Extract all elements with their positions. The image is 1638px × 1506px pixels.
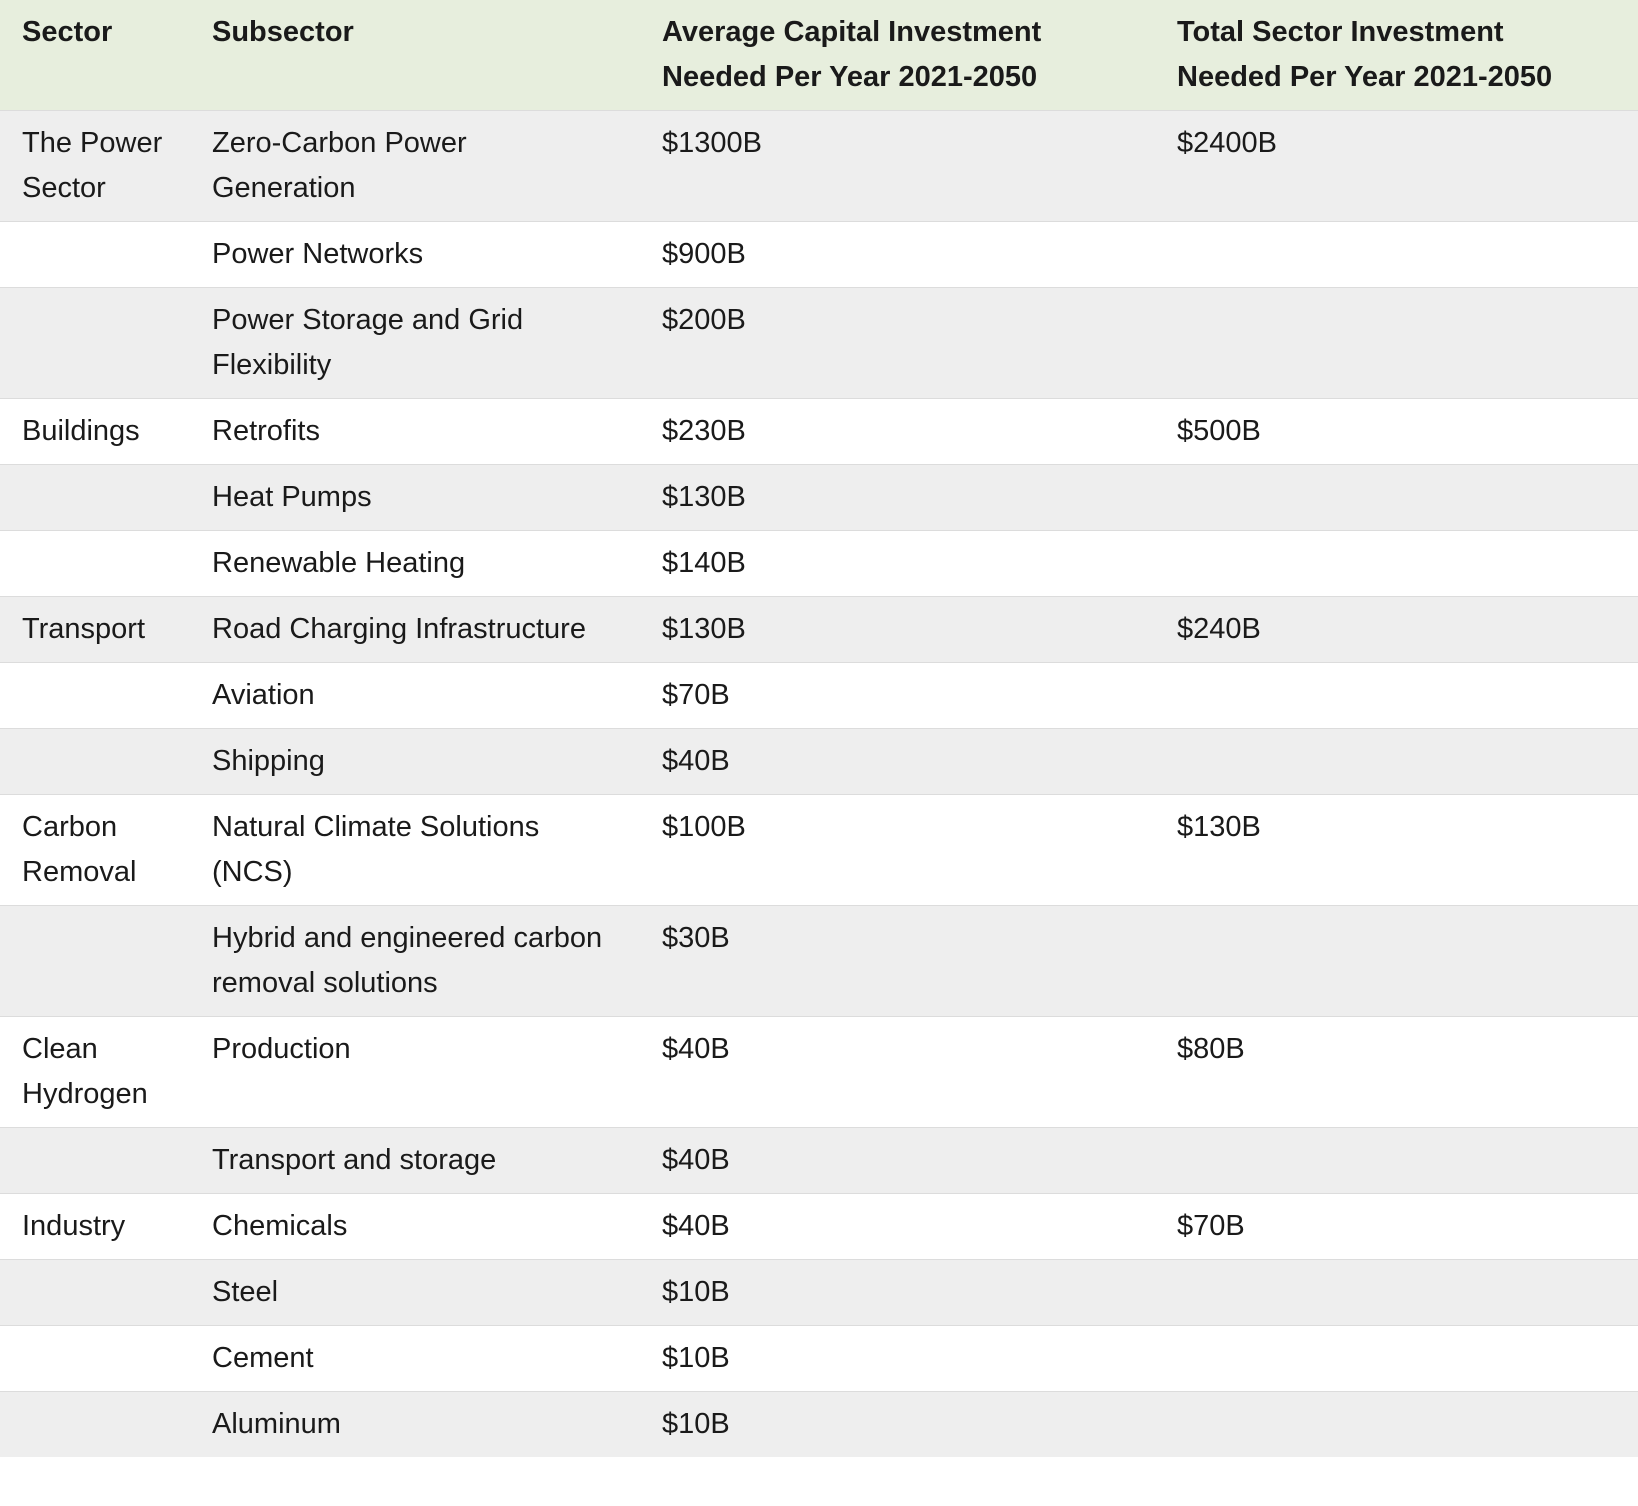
table-row: Steel $10B <box>0 1259 1638 1326</box>
subsector-cell: Zero-Carbon Power Generation <box>212 127 467 204</box>
table-row: Industry Chemicals $40B $70B <box>0 1193 1638 1260</box>
average-cell: $200B <box>662 304 746 336</box>
header-row: Sector Subsector Average Capital Investm… <box>0 0 1638 111</box>
total-cell <box>1155 222 1638 288</box>
header-cell: Total Sector Investment Needed Per Year … <box>1155 0 1638 111</box>
sector-cell <box>0 222 190 288</box>
average-cell: $10B <box>662 1408 730 1440</box>
average-cell: $70B <box>662 679 730 711</box>
subsector-cell: Steel <box>212 1276 279 1308</box>
sector-cell: Industry <box>22 1210 126 1242</box>
average-cell: $10B <box>662 1276 730 1308</box>
subsector-cell: Natural Climate Solutions (NCS) <box>212 811 540 888</box>
subsector-cell: Cement <box>212 1342 314 1374</box>
sector-cell: Carbon Removal <box>22 811 137 888</box>
sector-cell <box>0 906 190 1017</box>
subsector-cell: Chemicals <box>212 1210 348 1242</box>
table-header: Sector Subsector Average Capital Investm… <box>0 0 1638 111</box>
sector-cell <box>0 729 190 795</box>
table-row: Heat Pumps $130B <box>0 464 1638 531</box>
sector-cell <box>0 1392 190 1458</box>
total-cell <box>1155 1392 1638 1458</box>
average-cell: $40B <box>662 745 730 777</box>
table-row: Transport and storage $40B <box>0 1127 1638 1194</box>
total-cell <box>1155 1260 1638 1326</box>
subsector-cell: Heat Pumps <box>212 481 372 513</box>
average-cell: $140B <box>662 547 746 579</box>
header-cell: Sector <box>0 0 190 111</box>
total-cell <box>1155 531 1638 597</box>
subsector-cell: Road Charging Infrastructure <box>212 613 586 645</box>
average-cell: $230B <box>662 415 746 447</box>
total-cell <box>1155 1326 1638 1392</box>
average-cell: $40B <box>662 1210 730 1242</box>
subsector-cell: Production <box>212 1033 351 1065</box>
average-cell: $100B <box>662 811 746 843</box>
total-cell <box>1155 729 1638 795</box>
sector-cell: Buildings <box>22 415 140 447</box>
subsector-cell: Aluminum <box>212 1408 341 1440</box>
table-body: The Power Sector Zero-Carbon Power Genera… <box>0 110 1638 1458</box>
subsector-cell: Transport and storage <box>212 1144 497 1176</box>
table-row: Shipping $40B <box>0 728 1638 795</box>
table-row: Power Networks $900B <box>0 221 1638 288</box>
table-row: The Power Sector Zero-Carbon Power Genera… <box>0 110 1638 222</box>
total-cell: $500B <box>1177 415 1261 447</box>
sector-cell: Transport <box>22 613 146 645</box>
sector-cell <box>0 1326 190 1392</box>
average-cell: $130B <box>662 481 746 513</box>
total-cell: $130B <box>1177 811 1261 843</box>
investment-table: Sector Subsector Average Capital Investm… <box>0 0 1638 1457</box>
table-row: Renewable Heating $140B <box>0 530 1638 597</box>
header-cell: Subsector <box>190 0 640 111</box>
subsector-cell: Power Storage and Grid Flexibility <box>212 304 524 381</box>
total-cell <box>1155 465 1638 531</box>
total-cell <box>1155 288 1638 399</box>
total-cell: $70B <box>1177 1210 1245 1242</box>
sector-cell <box>0 663 190 729</box>
sector-cell <box>0 1260 190 1326</box>
table-row: Aluminum $10B <box>0 1391 1638 1458</box>
sector-cell <box>0 1128 190 1194</box>
average-cell: $900B <box>662 238 746 270</box>
average-cell: $40B <box>662 1033 730 1065</box>
table-row: Hybrid and engineered carbon removal sol… <box>0 905 1638 1017</box>
average-cell: $30B <box>662 922 730 954</box>
table-row: Cement $10B <box>0 1325 1638 1392</box>
table-row: Aviation $70B <box>0 662 1638 729</box>
total-cell: $2400B <box>1177 127 1277 159</box>
subsector-cell: Shipping <box>212 745 325 777</box>
sector-cell <box>0 288 190 399</box>
table-row: Transport Road Charging Infrastructure $13… <box>0 596 1638 663</box>
average-cell: $10B <box>662 1342 730 1374</box>
table-row: Buildings Retrofits $230B $500B <box>0 398 1638 465</box>
sector-cell <box>0 531 190 597</box>
subsector-cell: Renewable Heating <box>212 547 466 579</box>
average-cell: $40B <box>662 1144 730 1176</box>
total-cell <box>1155 663 1638 729</box>
subsector-cell: Hybrid and engineered carbon removal sol… <box>212 922 603 999</box>
table-row: Power Storage and Grid Flexibility $200B <box>0 287 1638 399</box>
total-cell: $80B <box>1177 1033 1245 1065</box>
subsector-cell: Power Networks <box>212 238 424 270</box>
sector-cell: Clean Hydrogen <box>22 1033 148 1110</box>
average-cell: $1300B <box>662 127 762 159</box>
sector-cell <box>0 465 190 531</box>
table-row: Carbon Removal Natural Climate Solutions … <box>0 794 1638 906</box>
total-cell <box>1155 906 1638 1017</box>
total-cell: $240B <box>1177 613 1261 645</box>
sector-cell: The Power Sector <box>22 127 163 204</box>
total-cell <box>1155 1128 1638 1194</box>
table-row: Clean Hydrogen Production $40B $80B <box>0 1016 1638 1128</box>
subsector-cell: Retrofits <box>212 415 320 447</box>
subsector-cell: Aviation <box>212 679 315 711</box>
average-cell: $130B <box>662 613 746 645</box>
header-cell: Average Capital Investment Needed Per Ye… <box>640 0 1155 111</box>
